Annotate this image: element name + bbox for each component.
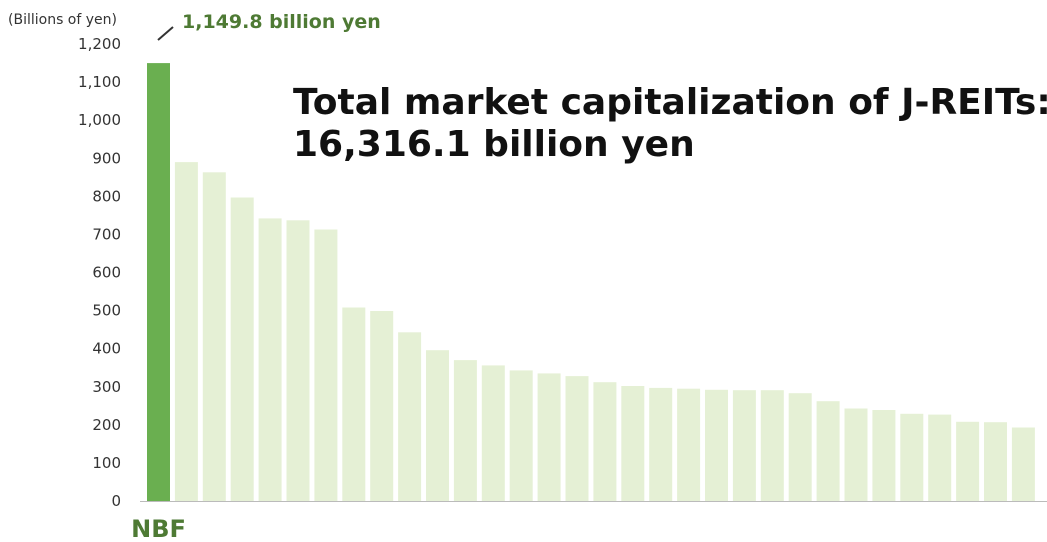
bar [984,422,1007,501]
bar [426,350,449,501]
bar [481,365,505,501]
total-market-cap-line2: 16,316.1 billion yen [293,124,695,165]
bar [286,220,310,502]
y-tick-label: 400 [92,340,121,358]
highlight-leader-line [157,26,174,41]
bar [872,410,896,501]
y-tick-label: 900 [92,149,121,167]
y-tick-label: 1,100 [78,73,121,91]
bar [816,401,840,501]
y-unit-label: (Billions of yen) [8,12,117,28]
bar [593,382,617,501]
y-tick-label: 200 [92,416,121,434]
bar [230,197,254,501]
bar [844,408,868,501]
y-tick-label: 500 [92,302,121,320]
bar [760,390,784,501]
bar [788,393,812,501]
bar [900,413,924,501]
y-tick-label: 800 [92,187,121,205]
bar [649,387,673,501]
bar [202,172,226,502]
bar [398,332,422,501]
y-tick-label: 1,000 [78,111,121,129]
y-tick-label: 600 [92,264,121,282]
bar [677,388,701,501]
bar [258,218,282,501]
bars-group [147,63,1035,502]
total-market-cap-line1: Total market capitalization of J-REITs: [293,82,1047,123]
category-label-nbf: NBF [131,515,186,542]
bar [565,376,589,501]
bar [928,414,952,501]
y-tick-label: 700 [92,225,121,243]
bar [370,311,394,501]
bar [956,421,980,501]
highlight-value-label: 1,149.8 billion yen [182,11,381,33]
bar-highlight [147,63,170,501]
bar [732,390,756,501]
y-tick-label: 300 [92,378,121,396]
y-tick-label: 100 [92,454,121,472]
bar [509,370,533,501]
y-tick-label: 1,200 [78,35,121,53]
bar [174,162,198,501]
bar [453,360,477,501]
bar [621,386,645,501]
bar [314,229,338,501]
bar [705,389,728,501]
y-axis-ticks: 0 100 200 300 400 500 600 700 800 900 1,000 1,100 1,… [78,35,121,510]
bar [1011,427,1035,501]
bar [537,373,561,501]
y-tick-label: 0 [111,492,121,510]
bar [342,307,366,501]
